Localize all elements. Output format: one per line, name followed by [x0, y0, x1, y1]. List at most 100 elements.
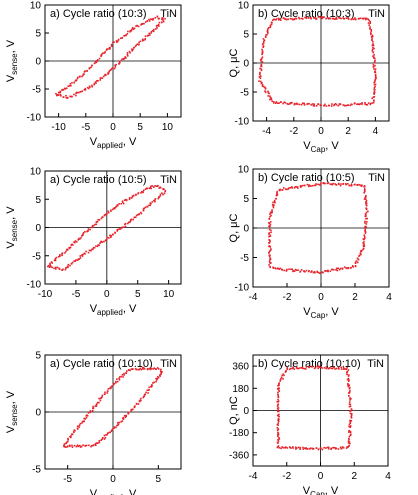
data-point [149, 34, 151, 36]
data-point [268, 264, 270, 266]
data-point [111, 428, 114, 431]
data-point [364, 230, 367, 232]
data-point [365, 214, 367, 216]
data-point [83, 420, 85, 422]
data-point [338, 183, 340, 186]
data-point [305, 447, 308, 449]
data-point [321, 448, 324, 451]
data-point [153, 381, 156, 384]
data-point [268, 259, 271, 261]
data-point [349, 419, 351, 422]
data-point [282, 446, 285, 449]
data-point [116, 204, 119, 207]
data-point [115, 63, 117, 66]
data-point [99, 397, 102, 400]
data-point [50, 261, 53, 263]
data-point [118, 377, 120, 380]
data-point [115, 205, 118, 208]
data-point [92, 224, 95, 227]
data-point [136, 43, 139, 45]
data-point [152, 186, 155, 188]
data-point [286, 268, 288, 271]
data-point [279, 19, 282, 21]
data-point [63, 443, 66, 446]
data-point [364, 103, 367, 106]
data-point [139, 367, 142, 370]
data-point [122, 417, 124, 420]
data-point [336, 367, 338, 370]
data-point [55, 256, 58, 259]
data-point [373, 54, 375, 56]
data-point [155, 379, 158, 381]
data-point [363, 189, 366, 191]
data-point [53, 267, 55, 270]
data-point [150, 185, 152, 188]
data-point [124, 225, 127, 228]
data-point [69, 83, 72, 85]
data-point [362, 245, 365, 248]
data-point [120, 37, 122, 40]
data-point [106, 432, 109, 434]
data-point [148, 386, 150, 389]
data-point [61, 254, 63, 257]
data-point [113, 67, 116, 70]
data-point [86, 230, 89, 232]
data-point [129, 29, 132, 32]
x-axis-label: Vapplied, V [90, 136, 137, 150]
y-tick-label: 180 [232, 384, 249, 395]
data-point [91, 224, 94, 227]
data-point [300, 269, 303, 271]
data-point [106, 48, 108, 51]
data-point [297, 269, 299, 271]
data-point [278, 438, 281, 440]
data-point [291, 268, 293, 271]
data-point [71, 446, 74, 448]
data-point [164, 190, 166, 193]
data-point [335, 267, 338, 270]
data-point [308, 102, 310, 105]
data-point [49, 262, 51, 265]
data-point [269, 98, 271, 101]
data-point [271, 21, 273, 24]
data-point [269, 24, 272, 27]
data-point [286, 367, 289, 369]
data-point [347, 18, 350, 20]
data-point [151, 18, 153, 21]
data-point [117, 421, 119, 424]
data-point [345, 371, 348, 374]
data-point [356, 103, 358, 106]
data-point [122, 226, 125, 228]
data-point [99, 399, 102, 402]
data-point [267, 90, 269, 93]
data-point [141, 367, 144, 369]
data-point [133, 27, 136, 30]
data-point [103, 214, 106, 216]
data-point [74, 79, 77, 82]
data-point [338, 16, 340, 19]
data-point [363, 198, 366, 200]
data-point [329, 270, 332, 272]
data-point [347, 437, 350, 440]
x-tick-label: -4 [249, 471, 258, 482]
data-point [372, 96, 375, 98]
data-point [317, 271, 320, 274]
data-point [347, 369, 350, 371]
data-point [301, 366, 304, 369]
data-point [325, 17, 327, 20]
data-point [291, 187, 294, 189]
data-point [278, 384, 280, 386]
data-point [306, 448, 309, 450]
data-series [63, 366, 163, 448]
data-point [97, 442, 99, 445]
data-point [332, 182, 334, 185]
data-point [365, 198, 367, 200]
data-point [89, 228, 91, 231]
data-point [91, 409, 94, 412]
data-point [73, 260, 76, 262]
data-point [372, 101, 375, 104]
data-point [75, 445, 78, 448]
data-point [158, 21, 161, 24]
data-point [373, 92, 375, 94]
data-point [363, 17, 365, 20]
data-point [129, 219, 132, 221]
